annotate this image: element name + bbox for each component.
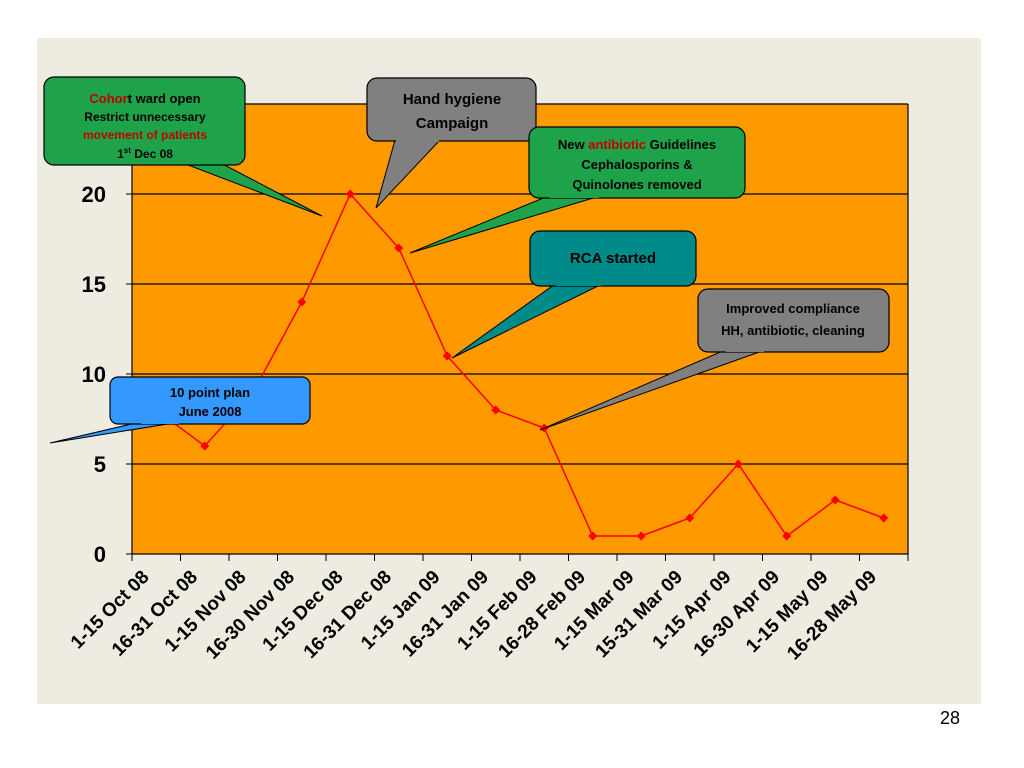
callout-antibiotic-line1: New antibiotic Guidelines — [558, 137, 716, 152]
data-point-marker — [685, 513, 695, 523]
callout-rca-box — [529, 230, 697, 287]
callout-cohort-line2: Restrict unnecessary — [84, 110, 206, 124]
callout-hand-hygiene-line2: Campaign — [416, 115, 489, 132]
page-number: 28 — [940, 708, 961, 728]
callout-hand-hygiene-box — [366, 77, 537, 142]
data-point-marker — [491, 405, 501, 415]
callout-hand-hygiene-joint — [396, 139, 439, 142]
callout-ten-point-plan: 10 point plan June 2008 — [49, 376, 311, 444]
data-point-marker — [297, 297, 307, 307]
callout-rca-line1: RCA started — [570, 250, 656, 267]
callout-ten-point-box — [109, 376, 311, 425]
callout-compliance: Improved compliance HH, antibiotic, clea… — [539, 288, 890, 431]
data-point-marker — [588, 531, 598, 541]
y-tick-label: 10 — [82, 362, 106, 387]
callout-cohort-line1: Cohort ward open — [89, 91, 200, 106]
axes — [126, 103, 909, 561]
callout-ten-point-line1: 10 point plan — [170, 385, 250, 400]
callout-ten-point-line2: June 2008 — [179, 404, 242, 419]
callout-hand-hygiene-line1: Hand hygiene — [403, 91, 501, 108]
data-point-marker — [830, 495, 840, 505]
y-tick-label: 20 — [82, 182, 106, 207]
data-point-marker — [442, 351, 452, 361]
series-line — [155, 192, 885, 538]
y-tick-label: 0 — [94, 542, 106, 567]
callout-rca-joint — [556, 283, 601, 286]
callout-compliance-line2: HH, antibiotic, cleaning — [721, 323, 865, 338]
data-point-marker — [345, 189, 355, 199]
series-line-layer — [151, 189, 889, 541]
callout-cohort-line4: 1st Dec 08 — [117, 146, 173, 161]
callout-cohort-line3: movement of patients — [83, 128, 207, 142]
grid-lines — [132, 193, 908, 465]
callout-cohort-box — [43, 76, 246, 166]
callout-ten-point-joint — [141, 421, 179, 424]
y-tick-labels: 0 5 10 15 20 — [82, 182, 106, 567]
callout-antibiotic-joint — [549, 195, 599, 198]
callout-antibiotic: New antibiotic Guidelines Cephalosporins… — [409, 126, 746, 254]
callout-cohort-ward: Cohort ward open Restrict unnecessary mo… — [43, 76, 323, 217]
data-point-marker — [394, 243, 404, 253]
callout-rca: RCA started — [451, 230, 697, 359]
callout-compliance-box — [697, 288, 890, 353]
callout-compliance-line1: Improved compliance — [726, 301, 860, 316]
data-point-marker — [782, 531, 792, 541]
data-point-marker — [200, 441, 210, 451]
callout-hand-hygiene: Hand hygiene Campaign — [366, 77, 537, 209]
data-point-marker — [879, 513, 889, 523]
callout-antibiotic-box — [528, 126, 746, 199]
y-tick-label: 5 — [94, 452, 106, 477]
data-point-marker — [636, 531, 646, 541]
callout-antibiotic-line2: Cephalosporins & — [581, 157, 692, 172]
callout-cohort-joint — [175, 163, 215, 164]
data-point-marker — [733, 459, 743, 469]
callout-antibiotic-line3: Quinolones removed — [572, 177, 701, 192]
callout-compliance-joint — [726, 349, 764, 352]
y-tick-label: 15 — [82, 272, 106, 297]
